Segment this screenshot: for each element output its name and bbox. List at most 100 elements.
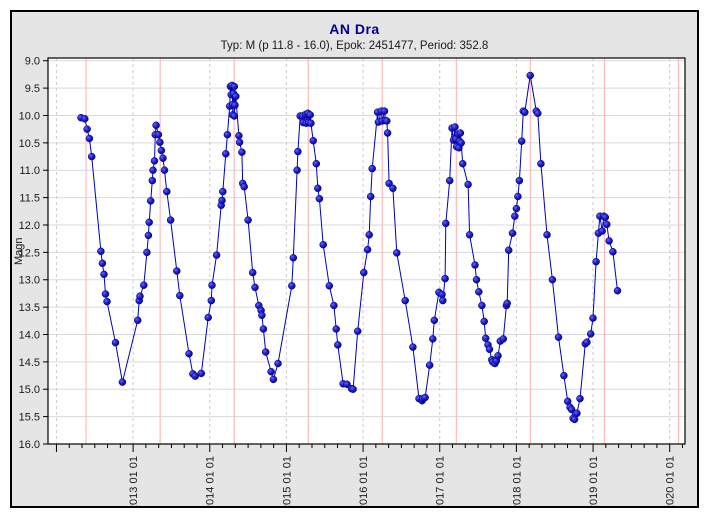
data-point xyxy=(439,296,447,305)
x-tick-label: 2017 01 01 xyxy=(435,456,447,506)
data-point xyxy=(103,297,111,306)
data-point xyxy=(248,268,257,277)
data-point xyxy=(118,378,127,386)
data-point xyxy=(385,179,393,188)
data-point xyxy=(465,231,474,239)
data-point xyxy=(521,108,529,116)
data-point xyxy=(592,257,600,266)
data-point xyxy=(325,282,334,290)
data-point xyxy=(269,375,278,384)
x-tick-label: 2016 01 01 xyxy=(358,456,370,506)
data-point xyxy=(259,325,268,333)
data-point xyxy=(159,154,167,162)
data-point xyxy=(231,101,239,109)
data-point xyxy=(222,150,230,158)
data-point xyxy=(503,299,511,308)
data-point xyxy=(289,254,298,262)
data-point xyxy=(508,229,517,237)
data-point xyxy=(261,348,270,356)
data-point xyxy=(451,123,459,131)
y-tick-label: 9.5 xyxy=(25,83,40,95)
data-point xyxy=(343,380,351,389)
data-point xyxy=(554,333,563,341)
data-point xyxy=(603,220,611,229)
light-curve-plot: 9.0 9.5 10.0 10.5 11.0 11.5 12.0 12.5 13.0 13.5 14… xyxy=(13,56,686,506)
data-point xyxy=(515,176,524,185)
data-point xyxy=(567,405,576,414)
data-point xyxy=(514,192,522,201)
data-point xyxy=(306,111,314,119)
data-point xyxy=(314,184,322,193)
maxima-lines xyxy=(85,58,680,444)
data-point xyxy=(166,216,175,224)
data-point xyxy=(383,129,392,137)
data-point xyxy=(133,316,142,325)
data-point xyxy=(149,166,157,174)
data-point xyxy=(235,138,244,147)
data-point xyxy=(605,237,613,245)
data-point xyxy=(140,281,148,289)
x-axis xyxy=(55,444,683,452)
y-tick-label: 12.5 xyxy=(19,247,40,259)
data-point xyxy=(353,327,362,335)
data-point xyxy=(613,286,622,295)
y-tick-label: 13.5 xyxy=(19,302,40,314)
data-point xyxy=(480,317,488,326)
data-point xyxy=(576,394,584,403)
data-point xyxy=(136,292,144,300)
data-point xyxy=(475,288,483,296)
data-point xyxy=(244,216,252,224)
data-point xyxy=(319,240,327,249)
data-point xyxy=(173,267,181,275)
data-point xyxy=(504,246,513,254)
data-point xyxy=(598,227,606,235)
data-point xyxy=(160,166,169,174)
data-point xyxy=(363,245,372,254)
data-point xyxy=(197,369,206,378)
data-point xyxy=(156,138,164,147)
y-tick-label: 9.0 xyxy=(25,56,40,68)
data-point xyxy=(309,136,317,145)
data-point xyxy=(389,184,397,193)
data-series-points xyxy=(77,71,622,424)
data-point xyxy=(330,301,338,310)
data-point xyxy=(457,139,465,147)
x-tick-label: 2018 01 01 xyxy=(511,456,523,506)
plot-frame xyxy=(47,57,686,445)
data-point xyxy=(430,316,439,325)
data-point xyxy=(207,296,216,305)
x-year-gridlines xyxy=(55,58,671,444)
data-point xyxy=(526,71,534,80)
x-tick-label: 2015 01 01 xyxy=(281,456,293,506)
data-point xyxy=(383,117,391,125)
data-point xyxy=(586,330,595,338)
data-point xyxy=(560,371,568,380)
data-point xyxy=(146,197,155,205)
data-point xyxy=(481,334,490,343)
data-point xyxy=(274,359,282,368)
data-point xyxy=(87,152,96,161)
data-point xyxy=(409,343,417,351)
data-point xyxy=(537,159,545,168)
y-tick-label: 10.0 xyxy=(19,110,40,122)
data-point xyxy=(456,129,465,137)
y-tick-label: 14.0 xyxy=(19,329,40,341)
data-point xyxy=(464,180,472,189)
data-point xyxy=(307,119,315,127)
data-point xyxy=(157,146,166,155)
data-point xyxy=(235,131,243,140)
data-point xyxy=(512,204,521,213)
data-point xyxy=(609,248,617,256)
data-point xyxy=(393,249,401,257)
data-point xyxy=(204,313,212,322)
data-point xyxy=(152,121,160,130)
chart-panel: AN Dra Typ: M (p 11.8 - 16.0), Epok: 245… xyxy=(10,10,699,508)
data-point xyxy=(499,335,508,343)
data-point xyxy=(232,92,240,101)
data-point xyxy=(230,82,239,91)
data-point xyxy=(258,311,266,320)
data-point xyxy=(517,137,526,145)
data-point xyxy=(573,409,581,418)
y-tick-label: 15.5 xyxy=(19,412,40,424)
